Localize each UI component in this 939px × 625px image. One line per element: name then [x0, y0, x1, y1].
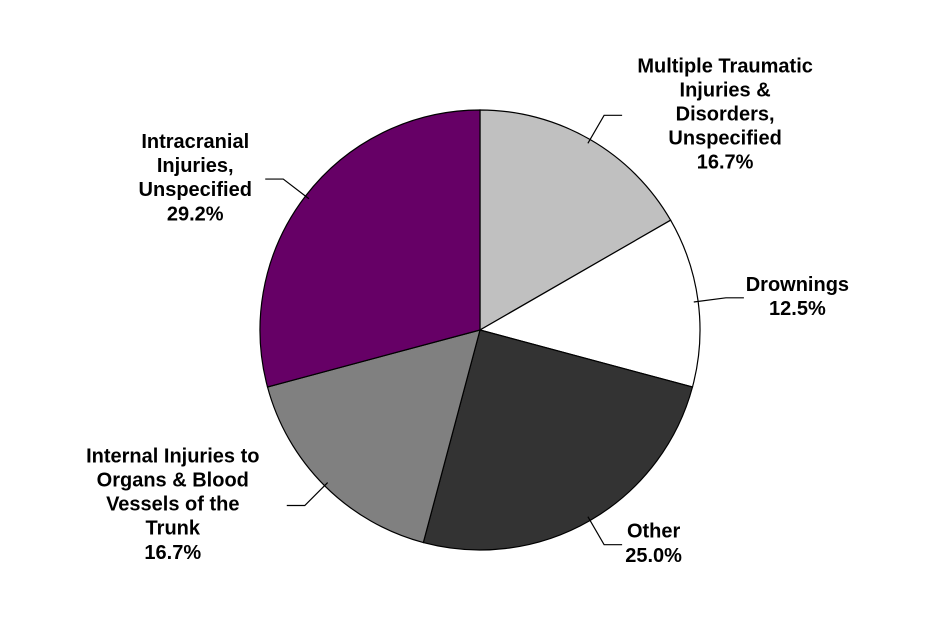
- label-line: Injuries,: [157, 155, 234, 177]
- label-line: Unspecified: [668, 128, 781, 150]
- category-label: Multiple Traumatic Injuries & Disorders, Un…: [637, 56, 813, 150]
- leader-line: [286, 482, 329, 507]
- leader-line: [265, 178, 310, 200]
- label-line: Injuries &: [680, 80, 771, 102]
- value-label: 29.2%: [167, 203, 224, 225]
- category-label: Internal Injuries to Organs & Blood Vessel…: [86, 446, 259, 540]
- label-line: Organs & Blood: [97, 470, 249, 492]
- label-line: Multiple Traumatic: [637, 56, 813, 78]
- category-label: Intracranial Injuries, Unspecified: [139, 131, 252, 201]
- label-line: Unspecified: [139, 179, 252, 201]
- leader-line: [693, 297, 744, 303]
- leader-line: [587, 516, 623, 546]
- label-line: Drownings: [746, 274, 849, 296]
- leader-line: [587, 114, 623, 144]
- value-label: 12.5%: [769, 298, 826, 320]
- category-label: Drownings: [746, 274, 849, 296]
- value-label: 16.7%: [144, 542, 201, 564]
- value-label: 16.7%: [697, 152, 754, 174]
- value-label: 25.0%: [625, 545, 682, 567]
- label-line: Intracranial: [141, 131, 249, 153]
- label-line: Disorders,: [676, 104, 775, 126]
- category-label: Other: [627, 521, 681, 543]
- label-line: Vessels of the: [106, 494, 239, 516]
- label-line: Other: [627, 521, 681, 543]
- label-line: Trunk: [146, 518, 201, 540]
- label-line: Internal Injuries to: [86, 446, 259, 468]
